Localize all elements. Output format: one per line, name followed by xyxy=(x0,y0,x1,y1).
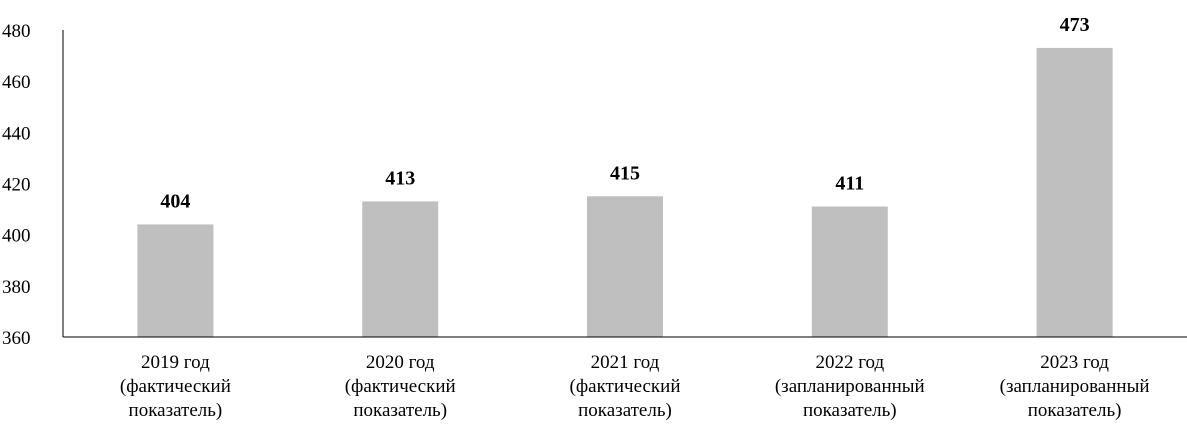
data-label: 404 xyxy=(160,190,190,212)
bar xyxy=(587,196,663,337)
data-label: 415 xyxy=(610,162,640,184)
category-label-line: 2019 год xyxy=(141,352,210,373)
category-label-line: 2023 год xyxy=(1040,352,1109,373)
data-label: 413 xyxy=(385,167,415,189)
category-label-line: (фактический xyxy=(120,376,231,397)
bar xyxy=(811,206,888,337)
category-label: 2020 год (фактический показатель) xyxy=(345,352,456,421)
data-label: 473 xyxy=(1060,14,1090,36)
bar xyxy=(1036,47,1113,338)
category-label-line: показатель) xyxy=(129,400,223,421)
y-tick-label: 400 xyxy=(2,226,31,247)
category-label-line: 2022 год xyxy=(815,352,884,373)
category-label-line: (фактический xyxy=(345,376,456,397)
category-label: 2021 год (фактический показатель) xyxy=(570,352,681,421)
y-tick-label: 360 xyxy=(2,328,31,349)
y-tick-label: 380 xyxy=(2,277,31,298)
data-labels: 404 413 415 411 473 xyxy=(160,14,1089,213)
category-label-line: 2020 год xyxy=(366,352,435,373)
category-label: 2023 год (запланированный показатель) xyxy=(1000,352,1150,421)
category-label: 2022 год (запланированный показатель) xyxy=(775,352,925,421)
bar xyxy=(137,224,214,337)
category-label-line: показатель) xyxy=(1028,400,1122,421)
y-axis-ticks: 360 380 400 420 440 460 480 xyxy=(2,21,31,349)
bars xyxy=(137,47,1113,338)
y-tick-label: 420 xyxy=(2,175,31,196)
y-tick-label: 440 xyxy=(2,123,31,144)
category-label-line: показатель) xyxy=(353,400,447,421)
x-axis-category-labels: 2019 год (фактический показатель) 2020 год (… xyxy=(120,352,1150,421)
category-label-line: показатель) xyxy=(803,400,897,421)
y-tick-label: 480 xyxy=(2,21,31,42)
category-label-line: 2021 год xyxy=(591,352,660,373)
category-label-line: (запланированный xyxy=(775,376,925,397)
axes xyxy=(62,30,1187,338)
y-tick-label: 460 xyxy=(2,72,31,93)
category-label-line: (запланированный xyxy=(1000,376,1150,397)
bar xyxy=(362,201,439,337)
category-label: 2019 год (фактический показатель) xyxy=(120,352,231,421)
category-label-line: (фактический xyxy=(570,376,681,397)
data-label: 411 xyxy=(835,173,864,195)
category-label-line: показатель) xyxy=(578,400,672,421)
